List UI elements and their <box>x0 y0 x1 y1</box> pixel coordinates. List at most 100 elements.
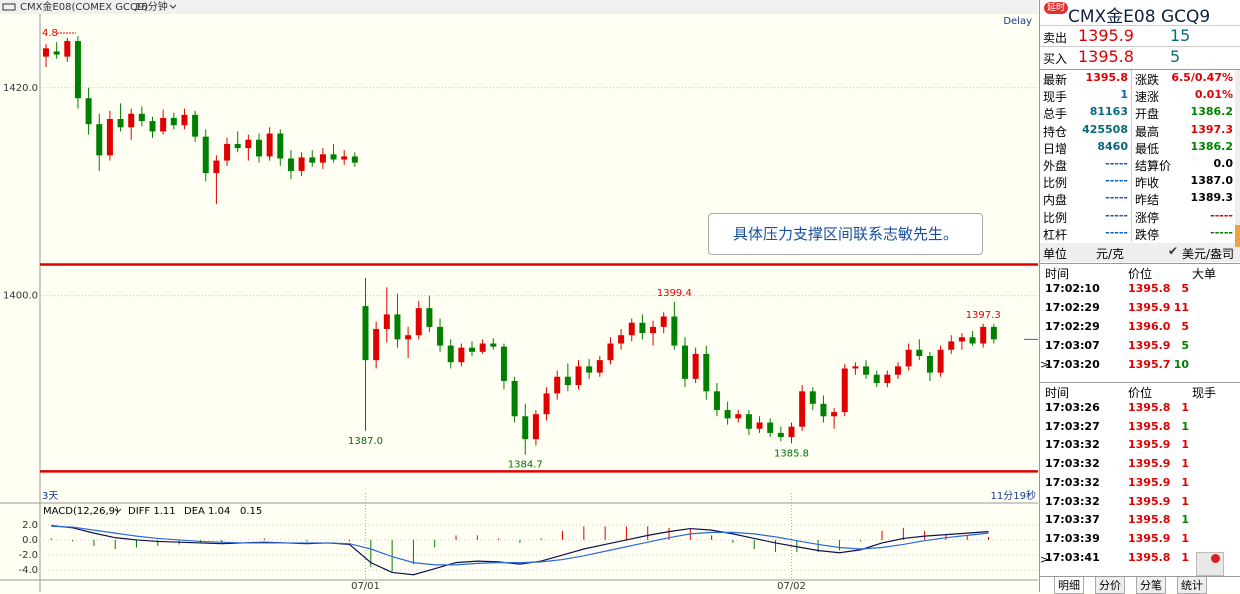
table-header: 时间 <box>1045 267 1070 281</box>
candle-body <box>266 133 273 157</box>
candle-body <box>873 374 880 384</box>
symbol-title: CMX金E08 GCQ9 <box>1068 7 1211 27</box>
tab[interactable]: 统计 <box>1177 577 1207 594</box>
candle-body <box>170 117 177 126</box>
candle-body <box>639 322 646 334</box>
stat-value: 1 <box>1120 88 1128 102</box>
row-price: 1395.8 <box>1128 513 1171 527</box>
stat-label: 昨收 <box>1135 176 1160 191</box>
candle-body <box>532 414 539 440</box>
candle-body <box>181 114 188 126</box>
dropdown-arrow <box>114 508 122 513</box>
row-time: 17:03:32 <box>1045 475 1100 489</box>
row-price: 1395.9 <box>1128 494 1171 508</box>
candle-body <box>415 308 422 336</box>
candle-body <box>671 316 678 346</box>
candle-body <box>341 156 348 160</box>
candle-body <box>192 114 199 137</box>
candle-body <box>53 51 60 55</box>
candle-body <box>85 98 92 125</box>
book-price: 1395.9 <box>1078 26 1134 45</box>
stat-value: 8460 <box>1097 139 1128 153</box>
candle-body <box>575 366 582 386</box>
tab[interactable]: 分笔 <box>1136 577 1166 594</box>
row-volume: 1 <box>1181 531 1189 545</box>
dropdown-arrow <box>169 4 177 9</box>
stat-value: 0.0 <box>1213 157 1234 170</box>
candle-body <box>831 412 838 417</box>
book-label: 买入 <box>1043 52 1068 66</box>
macd-value: 0.15 <box>240 506 262 517</box>
envelope[interactable] <box>1196 552 1224 576</box>
stat-label: 内盘 <box>1043 193 1068 208</box>
scroll-thumb[interactable] <box>1235 225 1240 247</box>
row-time: 17:02:29 <box>1045 301 1100 314</box>
stat-value: ----- <box>1105 225 1128 239</box>
stat-value: 1389.3 <box>1190 191 1233 205</box>
candle-body <box>160 117 167 132</box>
hl <box>1040 25 1240 26</box>
row-time: 17:03:20 <box>1045 358 1100 371</box>
candle-body <box>969 337 976 344</box>
table-header: 价位 <box>1128 267 1153 281</box>
high-label: 1397.3 <box>966 310 1001 321</box>
row-time: 17:03:32 <box>1045 494 1100 508</box>
row-volume: 5 <box>1181 339 1189 352</box>
row-price: 1395.9 <box>1128 457 1171 471</box>
candle-body <box>96 124 103 156</box>
candle-body <box>117 118 124 128</box>
stat-value: ----- <box>1105 191 1128 205</box>
table-header: 价位 <box>1128 386 1153 400</box>
unit-right[interactable]: 美元/盎司 <box>1182 247 1235 261</box>
row-pointer: > <box>1040 358 1050 371</box>
candle-body <box>596 360 603 373</box>
unit-left[interactable]: 元/克 <box>1096 247 1125 261</box>
candle-body <box>543 393 550 415</box>
stat-value: ----- <box>1105 208 1128 222</box>
toolbar <box>0 0 1038 14</box>
row-price: 1395.8 <box>1128 550 1171 564</box>
row-volume: 1 <box>1181 401 1189 414</box>
candle-body <box>511 380 518 417</box>
stat-label: 外盘 <box>1043 159 1068 173</box>
book-size: 15 <box>1170 26 1191 45</box>
candle-body <box>447 345 454 363</box>
candle-body <box>713 391 720 411</box>
row-price: 1395.9 <box>1128 339 1171 352</box>
macd-title[interactable]: MACD(12,26,9) <box>43 506 119 517</box>
tab[interactable]: 明细 <box>1054 577 1084 594</box>
row-time: 17:03:26 <box>1045 401 1100 414</box>
hl <box>1040 69 1240 70</box>
stat-value: 1395.8 <box>1085 71 1128 84</box>
row-time: 17:03:32 <box>1045 438 1100 452</box>
candle-body <box>895 366 901 375</box>
candle-body <box>926 355 933 373</box>
book-label: 卖出 <box>1043 31 1068 45</box>
candle-body <box>426 308 433 327</box>
row-volume: 5 <box>1181 282 1189 295</box>
candle-body <box>682 345 688 379</box>
row-volume: 1 <box>1181 438 1189 452</box>
stat-label: 开盘 <box>1135 107 1160 122</box>
y-tick-label: 0.0 <box>22 535 38 546</box>
candle-body <box>820 403 827 417</box>
toolbar-period[interactable]: 15分钟 <box>135 0 168 13</box>
toolbar-title[interactable]: CMX金E08(COMEX GCQ9) <box>20 0 148 13</box>
candle-body <box>394 314 401 340</box>
check: ✔ <box>1168 244 1179 258</box>
row-volume: 1 <box>1181 457 1189 471</box>
stat-value: 1397.3 <box>1190 122 1233 136</box>
candle-body <box>287 158 294 171</box>
toolbar-icon[interactable] <box>2 3 16 11</box>
candle-body <box>767 422 774 433</box>
stat-label: 最高 <box>1135 124 1160 139</box>
stat-label: 涨停 <box>1135 210 1160 225</box>
candle-body <box>362 306 369 361</box>
candle-body <box>564 376 571 386</box>
tab[interactable]: 分价 <box>1095 577 1125 594</box>
stat-label: 最低 <box>1135 141 1160 156</box>
candle-body <box>841 368 848 413</box>
chat-note: 具体压力支撑区间联系志敏先生。 <box>708 213 983 255</box>
stat-value: ----- <box>1210 225 1233 239</box>
candle-body <box>309 157 316 163</box>
